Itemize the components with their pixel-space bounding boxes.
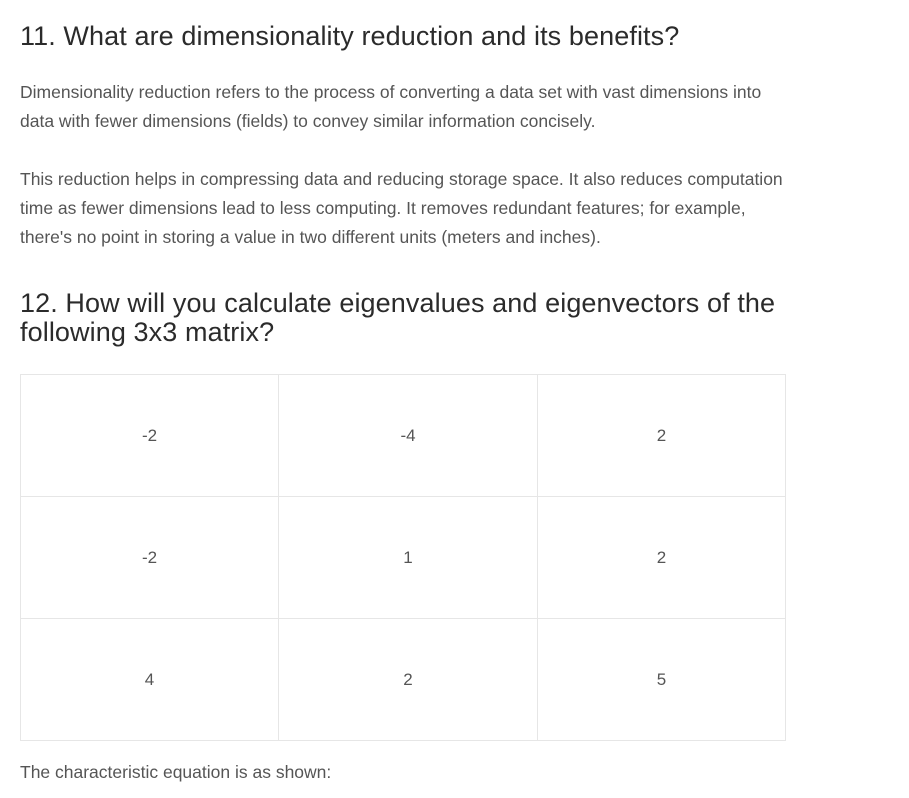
matrix-row: -2 -4 2 <box>20 374 786 497</box>
matrix-cell: 5 <box>537 618 786 741</box>
matrix-cell: -2 <box>20 496 279 619</box>
matrix-row: -2 1 2 <box>20 496 786 619</box>
section-11-heading: 11. What are dimensionality reduction an… <box>20 21 680 51</box>
matrix-cell: 2 <box>278 618 538 741</box>
section-11-paragraph-2: This reduction helps in compressing data… <box>20 169 783 247</box>
section-11-paragraph-1: Dimensionality reduction refers to the p… <box>20 82 762 131</box>
matrix-cell: 2 <box>537 496 786 619</box>
matrix-cell: 1 <box>278 496 538 619</box>
matrix-table: -2 -4 2 -2 1 2 4 2 5 <box>20 374 786 741</box>
matrix-cell: 4 <box>20 618 279 741</box>
section-12-heading: 12. How will you calculate eigenvalues a… <box>20 288 776 347</box>
matrix-cell: 2 <box>537 374 786 497</box>
matrix-row: 4 2 5 <box>20 618 786 741</box>
matrix-cell: -4 <box>278 374 538 497</box>
matrix-cell: -2 <box>20 374 279 497</box>
characteristic-equation-intro: The characteristic equation is as shown: <box>20 762 332 782</box>
